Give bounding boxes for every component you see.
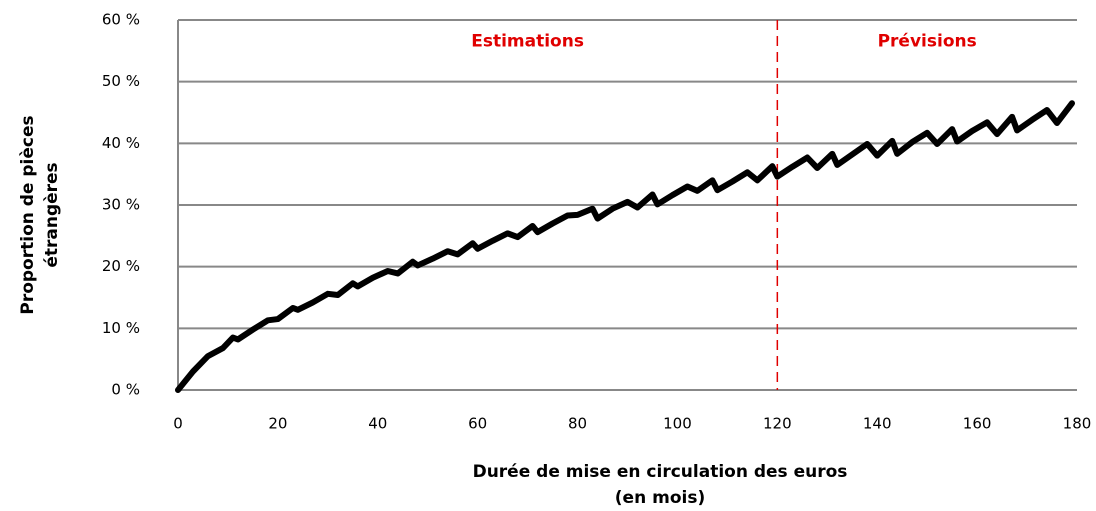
- annotation: Estimations: [471, 32, 584, 52]
- x-tick-label: 120: [763, 415, 792, 433]
- x-axis-title: (en mois): [615, 488, 705, 508]
- x-tick-label: 60: [468, 415, 487, 433]
- y-tick-label: 10 %: [102, 319, 140, 337]
- y-tick-label: 40 %: [102, 134, 140, 152]
- x-axis-title: Durée de mise en circulation des euros: [473, 462, 848, 482]
- x-tick-label: 80: [568, 415, 587, 433]
- x-tick-label: 140: [863, 415, 892, 433]
- y-tick-label: 20 %: [102, 257, 140, 275]
- y-axis-title: Proportion de pièces: [18, 115, 38, 314]
- x-tick-label: 100: [663, 415, 692, 433]
- x-tick-label: 160: [963, 415, 992, 433]
- annotation: Prévisions: [878, 32, 977, 52]
- y-tick-label: 0 %: [111, 381, 140, 399]
- x-tick-label: 40: [368, 415, 387, 433]
- data-line: [175, 100, 1076, 393]
- y-tick-label: 60 %: [102, 11, 140, 29]
- x-tick-label: 180: [1063, 415, 1092, 433]
- y-tick-label: 30 %: [102, 196, 140, 214]
- y-axis-title: étrangères: [42, 162, 62, 267]
- x-tick-label: 0: [173, 415, 183, 433]
- y-tick-label: 50 %: [102, 72, 140, 90]
- x-tick-label: 20: [268, 415, 287, 433]
